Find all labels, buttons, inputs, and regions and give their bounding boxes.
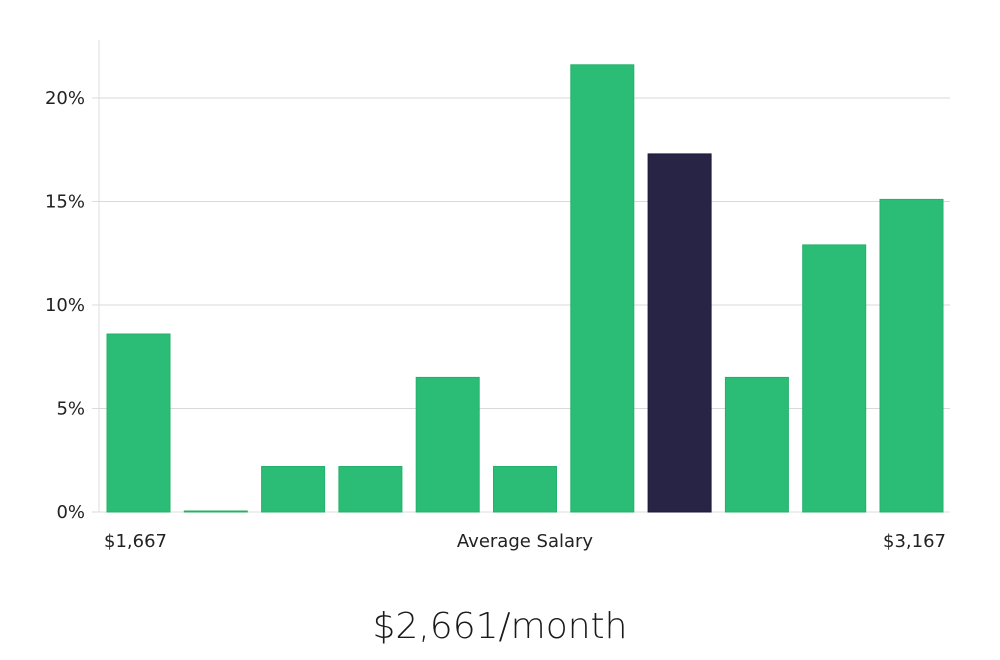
x-axis-title: Average Salary: [457, 531, 594, 552]
bar: [106, 333, 171, 513]
bar: [338, 466, 403, 513]
highlighted-bar: [647, 153, 712, 513]
average-salary-caption: $2,661/month: [372, 606, 628, 647]
x-axis-max-label: $3,167: [883, 531, 946, 552]
y-tick-label: 0%: [56, 502, 85, 523]
bars-layer: [106, 64, 944, 513]
salary-histogram: 0% 5% 10% 15% 20% $1,667 Average Salary $3,1…: [45, 40, 950, 552]
bar: [183, 510, 248, 513]
bar: [879, 198, 944, 513]
bar: [261, 466, 326, 513]
y-tick-label: 10%: [45, 295, 85, 316]
y-tick-label: 15%: [45, 191, 85, 212]
bar: [802, 244, 867, 513]
y-tick-labels: 0% 5% 10% 15% 20%: [45, 88, 85, 523]
bar: [415, 376, 480, 513]
y-tick-label: 20%: [45, 88, 85, 109]
bar: [724, 376, 789, 513]
y-tick-label: 5%: [56, 398, 85, 419]
bar: [570, 64, 635, 513]
bar: [493, 466, 557, 513]
x-axis-min-label: $1,667: [104, 531, 167, 552]
